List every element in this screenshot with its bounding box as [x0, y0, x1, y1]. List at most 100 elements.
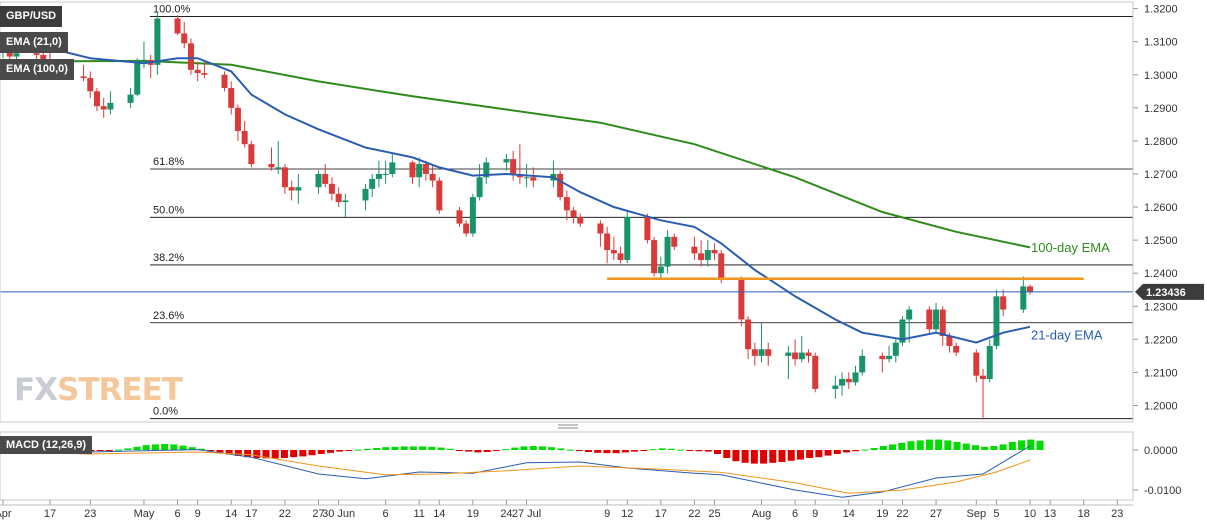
candle-body [187, 43, 194, 70]
macd-histogram-bar [105, 450, 113, 451]
candle-body [315, 173, 322, 188]
macd-histogram-bar [290, 450, 298, 458]
candle [839, 372, 846, 396]
candle [624, 210, 631, 264]
macd-histogram-bar [216, 450, 224, 453]
macd-histogram-bar [225, 450, 233, 455]
fib-level-label: 38.2% [153, 252, 184, 264]
candle-body [13, 53, 20, 57]
candle-body [248, 144, 255, 165]
macd-histogram-bar [649, 449, 657, 451]
x-tick-label: 25 [708, 508, 720, 520]
macd-histogram-bar [806, 450, 814, 458]
candle-body [463, 223, 470, 234]
candle-body [335, 193, 342, 203]
candle [980, 369, 987, 420]
candle-body [570, 210, 577, 217]
candle-body [805, 352, 812, 356]
x-tick-label: 12 [621, 508, 633, 520]
x-tick-label: 17 [44, 508, 56, 520]
ema100-legend: EMA (100,0) [0, 59, 74, 80]
candle [181, 21, 188, 49]
candle [281, 164, 288, 194]
macd-histogram-bar [419, 446, 427, 450]
candle [389, 154, 396, 178]
x-tick-label: 9 [195, 508, 201, 520]
x-tick-label: 19 [467, 508, 479, 520]
candle [228, 81, 235, 115]
candle-body [899, 319, 906, 343]
macd-histogram-bar [483, 450, 491, 452]
candle [503, 154, 510, 171]
candle [187, 38, 194, 75]
candle [886, 345, 893, 363]
macd-histogram-bar [538, 446, 546, 450]
macd-histogram-bar [207, 450, 215, 451]
y-tick-label: 1.2900 [1144, 103, 1178, 115]
x-tick-label: 23 [84, 508, 96, 520]
candle-body [530, 177, 537, 181]
candle [201, 59, 208, 79]
fib-level-label: 0.0% [153, 406, 178, 418]
macd-histogram-bar [327, 450, 334, 453]
macd-histogram-bar [695, 450, 703, 452]
macd-histogram-bar [953, 442, 961, 450]
macd-histogram-bar [640, 450, 648, 451]
candle-body [758, 349, 765, 356]
candle [751, 342, 758, 366]
candle [570, 207, 577, 224]
x-tick-label: 9 [604, 508, 610, 520]
candle-body [369, 178, 376, 189]
macd-histogram-bar [879, 446, 887, 450]
candle [134, 58, 141, 97]
candle-body [738, 279, 745, 320]
candle [832, 375, 839, 399]
candle-body [80, 76, 87, 79]
macd-histogram-bar [142, 445, 150, 450]
candle [664, 230, 671, 274]
candle [275, 140, 282, 174]
x-tick-label: 27 [930, 508, 942, 520]
candle-body [275, 167, 282, 169]
candle [342, 193, 349, 217]
candle-body [657, 266, 664, 274]
y-tick-label: 1.3200 [1144, 4, 1178, 16]
candle-body [812, 355, 819, 389]
candle-body [711, 250, 718, 254]
x-tick-label: 17 [655, 508, 667, 520]
candle-body [751, 349, 758, 356]
macd-histogram-bar [714, 450, 721, 454]
fib-level-label: 23.6% [153, 310, 184, 322]
macd-histogram-bar [796, 450, 804, 460]
macd-histogram-bar [557, 448, 565, 450]
x-tick-label: 27 [312, 508, 324, 520]
candle [993, 289, 1000, 350]
candle-body [288, 187, 295, 191]
candle-body [362, 188, 369, 201]
x-tick-label: 10 [1024, 508, 1036, 520]
candle-body [946, 336, 953, 346]
candle [315, 170, 322, 194]
candle-body [671, 236, 678, 247]
candle [604, 226, 611, 264]
candle [1027, 284, 1034, 295]
candle [107, 91, 114, 115]
candle-body [745, 319, 752, 350]
macd-histogram-bar [916, 440, 924, 450]
macd-histogram-bar [345, 450, 353, 451]
candle-body [221, 74, 228, 88]
macd-histogram-bar [179, 445, 187, 450]
candle-body [785, 352, 792, 356]
candle-body [40, 54, 47, 60]
macd-histogram-bar [170, 444, 178, 450]
macd-histogram-bar [603, 450, 611, 454]
candle [617, 246, 624, 264]
candle-body [765, 349, 772, 356]
candle-body [610, 250, 617, 254]
candle-body [416, 164, 423, 178]
macd-panel-frame [0, 431, 1134, 501]
macd-line [2, 445, 1031, 498]
fibonacci-levels: 100.0% 61.8% 50.0% 38.2% 23.6% 0.0% [150, 4, 1133, 420]
